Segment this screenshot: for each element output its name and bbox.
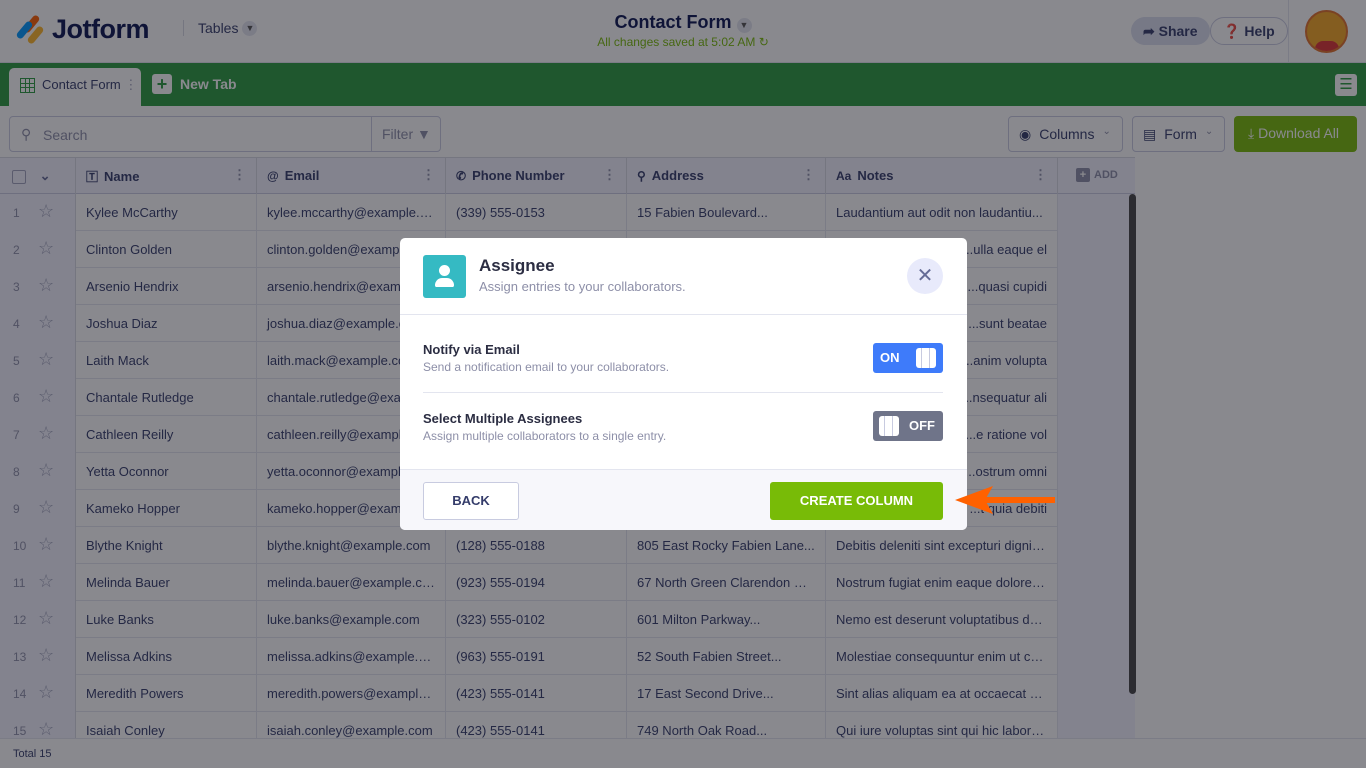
notify-email-option: Notify via Email Send a notification emai… bbox=[423, 342, 943, 374]
toggle-knob bbox=[916, 348, 936, 368]
modal-title: Assignee bbox=[479, 256, 555, 275]
create-column-button[interactable]: CREATE COLUMN bbox=[770, 482, 943, 520]
assignee-modal: Assignee Assign entries to your collabor… bbox=[400, 238, 967, 530]
toggle-knob bbox=[879, 416, 899, 436]
multiple-assignees-option: Select Multiple Assignees Assign multiple… bbox=[423, 411, 943, 443]
modal-header: Assignee Assign entries to your collabor… bbox=[400, 238, 967, 315]
notify-email-toggle[interactable]: ON bbox=[873, 343, 943, 373]
toggle-state: OFF bbox=[909, 418, 935, 433]
modal-subtitle: Assign entries to your collaborators. bbox=[479, 279, 686, 294]
modal-footer: BACK CREATE COLUMN bbox=[400, 469, 967, 530]
option-description: Assign multiple collaborators to a singl… bbox=[423, 429, 667, 443]
option-label: Select Multiple Assignees bbox=[423, 411, 583, 426]
back-button[interactable]: BACK bbox=[423, 482, 519, 520]
user-icon bbox=[423, 255, 466, 298]
multiple-assignees-toggle[interactable]: OFF bbox=[873, 411, 943, 441]
close-icon[interactable]: ✕ bbox=[907, 258, 943, 294]
toggle-state: ON bbox=[880, 350, 900, 365]
annotation-arrow-icon bbox=[955, 486, 1055, 514]
divider bbox=[423, 392, 943, 393]
option-description: Send a notification email to your collab… bbox=[423, 360, 670, 374]
option-label: Notify via Email bbox=[423, 342, 520, 357]
